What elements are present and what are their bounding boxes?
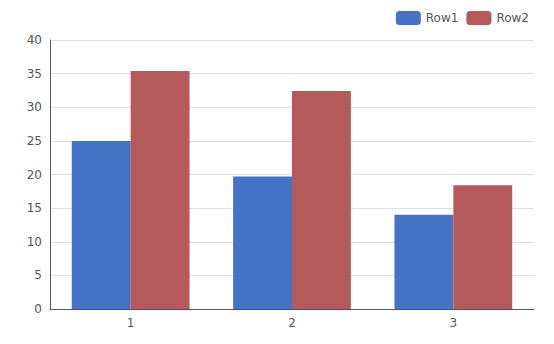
svg-text:20: 20 [27,168,42,182]
svg-text:25: 25 [27,134,42,148]
svg-text:15: 15 [27,201,42,215]
svg-text:2: 2 [288,316,296,330]
svg-text:10: 10 [27,235,42,249]
svg-text:5: 5 [34,268,42,282]
svg-text:1: 1 [127,316,135,330]
svg-text:40: 40 [27,33,42,47]
svg-text:Row2: Row2 [496,11,529,25]
svg-text:35: 35 [27,67,42,81]
svg-text:30: 30 [27,100,42,114]
svg-text:3: 3 [450,316,458,330]
svg-text:Row1: Row1 [426,11,459,25]
svg-text:0: 0 [34,302,42,316]
